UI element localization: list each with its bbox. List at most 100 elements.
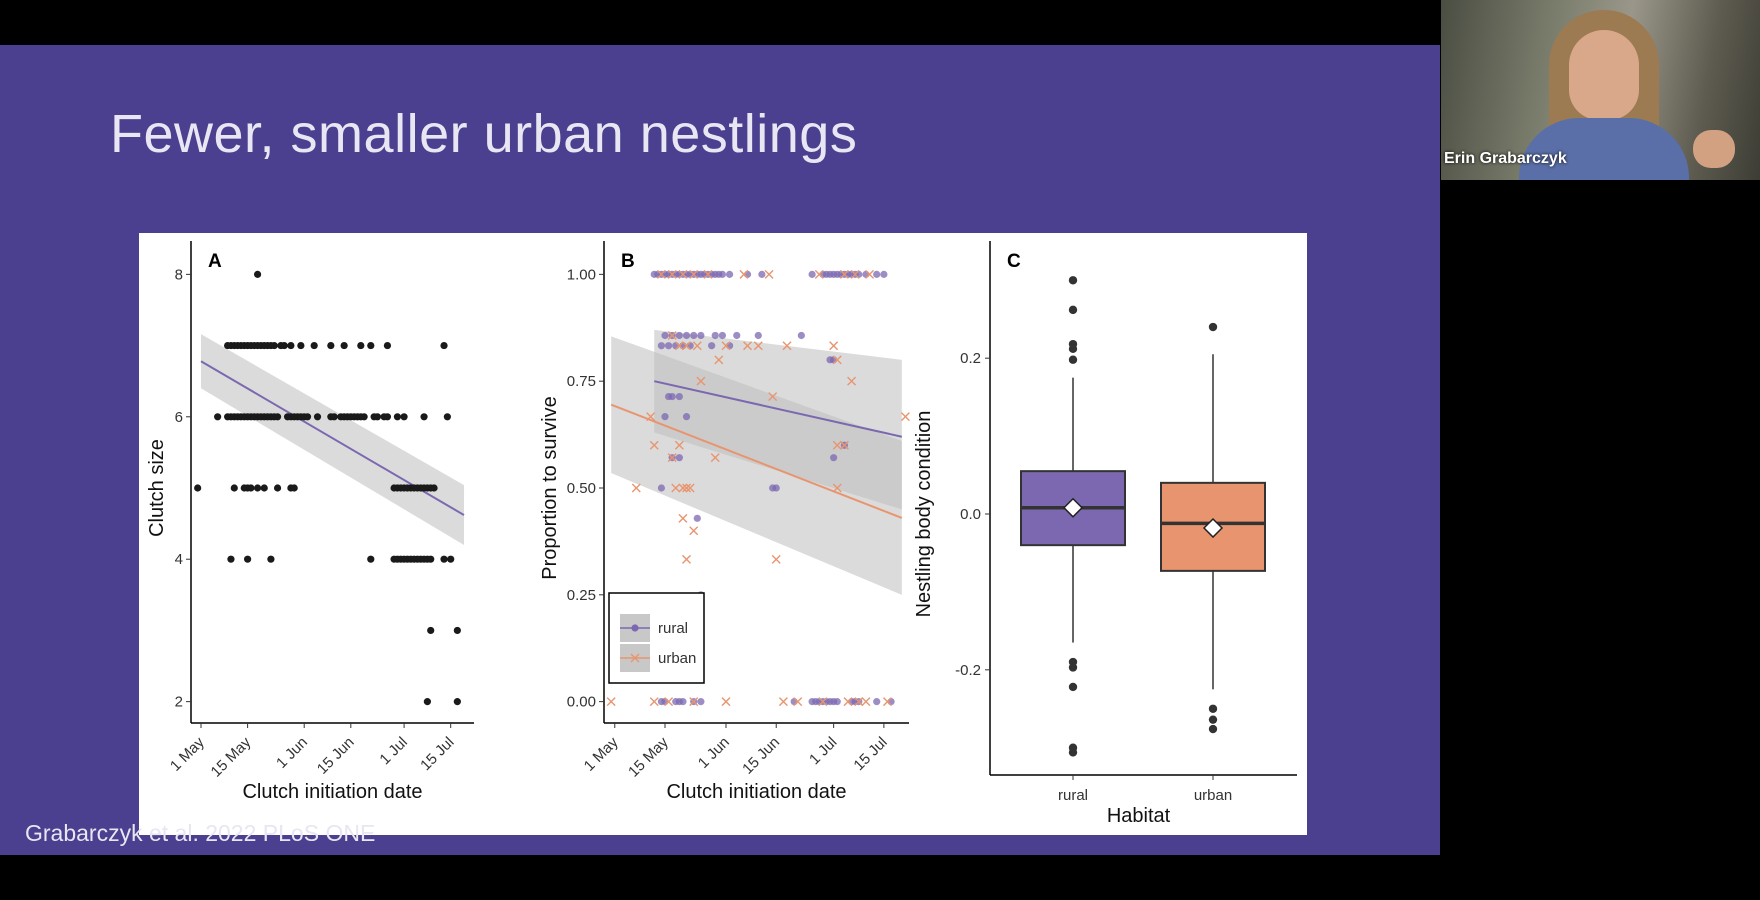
urban-outlier [1208, 704, 1218, 713]
urban-point [771, 554, 781, 564]
rural-point [725, 270, 734, 278]
urban-point [696, 376, 706, 386]
rural-point [657, 342, 666, 350]
x-tick-label-urban: urban [1194, 787, 1232, 804]
rural-point [725, 342, 734, 350]
urban-point-stroke [739, 269, 749, 279]
urban-point [667, 330, 677, 340]
urban-point [739, 269, 749, 279]
rural-point [675, 454, 683, 462]
rural-point [675, 331, 683, 340]
data-point [427, 555, 435, 563]
urban-point [743, 341, 753, 351]
urban-point [682, 483, 692, 493]
urban-point [832, 440, 842, 450]
data-point [297, 341, 305, 350]
urban-point [847, 376, 857, 386]
y-tick-label: 1.00 [567, 266, 596, 283]
urban-point [793, 697, 803, 707]
urban-mean-marker [1202, 517, 1224, 539]
data-point [303, 413, 312, 421]
urban-point-stroke [778, 697, 788, 707]
urban-point [865, 269, 875, 279]
urban-point [768, 392, 778, 402]
urban-point-stroke [793, 697, 803, 707]
x-axis-title: Clutch initiation date [242, 781, 422, 803]
data-point [230, 484, 238, 492]
urban-point-stroke [667, 453, 677, 463]
urban-point [814, 269, 824, 279]
urban-point-stroke [850, 269, 860, 279]
rural-point [797, 331, 805, 340]
rural-point [743, 270, 752, 278]
urban-point-stroke [710, 453, 720, 463]
data-point [244, 555, 252, 563]
urban-point [900, 412, 910, 422]
x-tick-label: 15 Jun [739, 734, 783, 778]
urban-point [703, 269, 713, 279]
urban-point-stroke [882, 697, 892, 707]
urban-point-stroke [839, 440, 849, 450]
data-point [310, 341, 318, 350]
urban-point-stroke [682, 483, 692, 493]
data-point [430, 484, 438, 492]
x-tick-label: 1 Jun [695, 734, 733, 772]
urban-point-stroke [682, 554, 692, 564]
urban-point-stroke [678, 269, 688, 279]
urban-point [678, 513, 688, 523]
urban-point-stroke [829, 341, 839, 351]
urban-point [778, 697, 788, 707]
urban-point [649, 440, 659, 450]
rural-point [661, 413, 669, 421]
urban-point [678, 269, 688, 279]
urban-point-stroke [649, 697, 659, 707]
y-tick-label: 0.25 [567, 587, 596, 604]
rural-point [661, 331, 669, 340]
urban-point [714, 355, 724, 365]
data-point [290, 484, 298, 492]
data-point [453, 698, 461, 706]
rural-point [833, 698, 841, 706]
x-tick-label: 15 May [625, 733, 672, 780]
speaker-name-label: Erin Grabarczyk [1444, 150, 1567, 167]
legend-label-urban: urban [658, 650, 696, 667]
rural-outlier [1068, 663, 1078, 672]
urban-point-stroke [656, 269, 666, 279]
urban-point-stroke [843, 697, 853, 707]
data-point [423, 698, 431, 706]
citation: Grabarczyk et al. 2022 PLoS ONE [25, 820, 376, 846]
y-axis-title: Nestling body condition [913, 411, 935, 618]
urban-point [753, 341, 763, 351]
urban-point [671, 483, 681, 493]
rural-point [887, 698, 895, 706]
urban-point [692, 341, 702, 351]
urban-point-stroke [768, 392, 778, 402]
rural-outlier [1068, 748, 1078, 757]
urban-point-stroke [721, 341, 731, 351]
rural-point [718, 270, 727, 278]
urban-point [710, 453, 720, 463]
rural-outlier [1068, 276, 1078, 285]
y-tick-label: 8 [175, 266, 183, 283]
urban-point [721, 341, 731, 351]
urban-point [764, 269, 774, 279]
rural-point [708, 342, 716, 350]
urban-point-stroke [678, 513, 688, 523]
rural-outlier [1068, 305, 1078, 315]
data-point [340, 341, 348, 350]
legend-key-marker [630, 653, 640, 663]
urban-point-stroke [674, 440, 684, 450]
urban-point [818, 697, 828, 707]
y-tick-label: 4 [175, 551, 183, 568]
y-tick-label: 0.75 [567, 373, 596, 390]
data-point [393, 413, 402, 421]
slide: Fewer, smaller urban nestlings A 2 4 6 8 1 Ma… [0, 45, 1440, 855]
rural-point [679, 698, 687, 706]
y-tick-label: 0.50 [567, 480, 596, 497]
data-point [420, 413, 428, 421]
rural-point [686, 342, 694, 350]
data-point [373, 413, 382, 421]
urban-point [682, 341, 692, 351]
